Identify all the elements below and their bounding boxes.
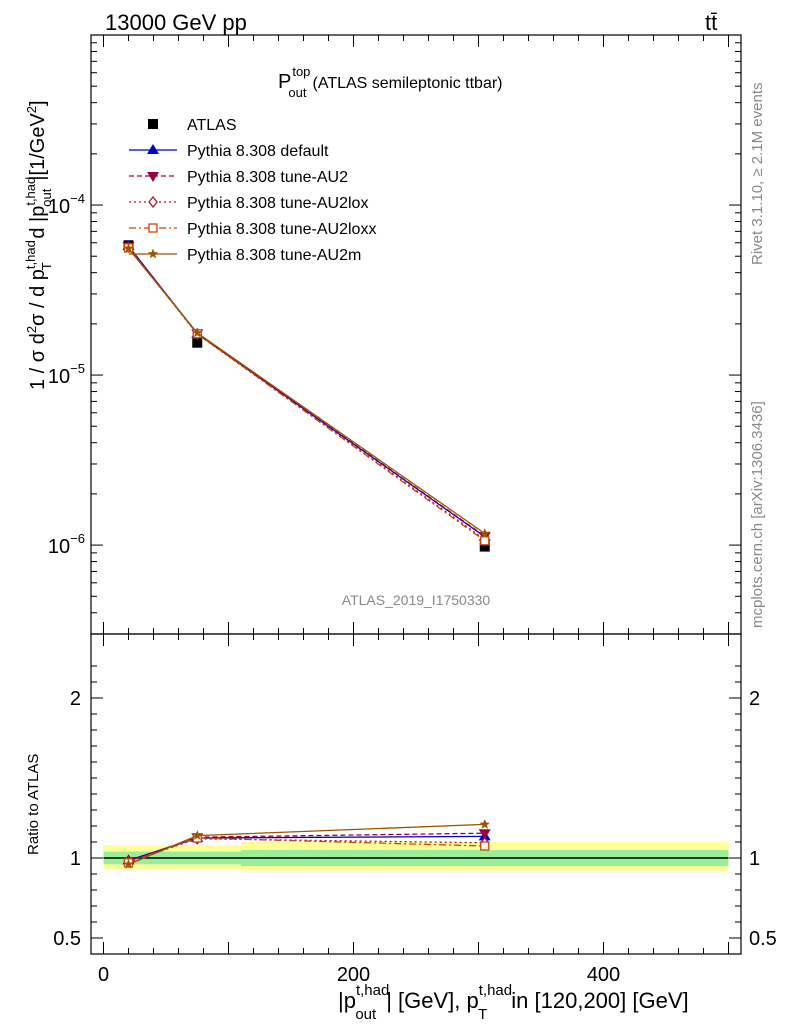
main-panel: 10−4 10−5 10−6 ATLAS Pythia 8.308 default Pyt… <box>48 34 742 635</box>
legend-entry: Pythia 8.308 tune-AU2m <box>129 247 361 264</box>
ratio-y-tick-label: 2 <box>70 688 81 710</box>
legend-marker <box>147 144 159 154</box>
main-y-axis-label: 1 / σ d2σ / d pt,hadT d |pt,hadout|[1/Ge… <box>23 100 54 390</box>
x-tick-label: 0 <box>98 964 109 986</box>
ratio-y-tick-label-right: 0.5 <box>749 928 777 950</box>
ratio-y-tick-label-right: 2 <box>749 688 760 710</box>
ratio-y-axis-label: Ratio to ATLAS <box>25 754 42 855</box>
legend-label: Pythia 8.308 tune-AU2 <box>187 169 348 186</box>
series-0-point <box>192 337 203 348</box>
ratio-series-1-point <box>478 829 491 840</box>
series-1-line <box>127 245 486 538</box>
legend-marker <box>148 119 158 129</box>
series-5-line <box>127 248 486 535</box>
ratio-series-3-point <box>480 841 490 851</box>
legend-entry: Pythia 8.308 tune-AU2lox <box>129 195 368 212</box>
mcplots-label: mcplots.cern.ch [arXiv:1306.3436] <box>749 401 766 628</box>
main-y-tick-label: 10−4 <box>48 191 85 218</box>
main-y-tick-label: 10−6 <box>48 531 85 558</box>
ratio-panel: 0 200 400 0.5 0.5 1 1 2 2 <box>53 633 777 986</box>
main-y-tick-label: 10−5 <box>48 361 85 388</box>
legend-entry: ATLAS <box>148 117 237 134</box>
series-5-point <box>479 528 490 538</box>
legend-marker <box>147 172 159 182</box>
ratio-y-tick-label-right: 1 <box>749 848 760 870</box>
legend-entry: Pythia 8.308 default <box>129 143 329 160</box>
legend-marker <box>148 195 158 209</box>
chart-title: Ptop out(ATLAS semileptonic ttbar) <box>278 64 503 100</box>
ratio-series-4-point <box>123 858 134 869</box>
series-5-point <box>192 327 203 338</box>
ratio-series-4-point <box>192 830 203 840</box>
legend-label: ATLAS <box>187 117 237 134</box>
series-5-point <box>123 243 134 253</box>
x-tick-label: 400 <box>587 964 620 986</box>
ratio-frame <box>90 633 742 955</box>
legend-marker <box>148 223 158 233</box>
svg-text:1 / σ d2σ / d pt,hadT d |pt,ha: 1 / σ d2σ / d pt,hadT d |pt,hadout|[1/Ge… <box>23 100 54 390</box>
ratio-series-4-point <box>479 818 490 829</box>
legend-label: Pythia 8.308 tune-AU2loxx <box>187 221 376 238</box>
legend-entry: Pythia 8.308 tune-AU2loxx <box>129 221 376 238</box>
ratio-y-tick-label: 1 <box>70 848 81 870</box>
legend-label: Pythia 8.308 default <box>187 143 329 160</box>
energy-label: 13000 GeV pp <box>105 10 247 35</box>
process-label: tt̄ <box>705 10 717 35</box>
series-4-point <box>480 536 490 546</box>
x-axis-label: |pt,had out| [GeV], pt,had Tin [120,200] [… <box>338 982 689 1023</box>
legend-entry: Pythia 8.308 tune-AU2 <box>129 169 348 186</box>
ratio-y-tick-label: 0.5 <box>53 928 81 950</box>
series-0-point <box>479 541 490 552</box>
legend-marker <box>147 248 159 259</box>
analysis-watermark: ATLAS_2019_I1750330 <box>342 592 491 608</box>
legend-label: Pythia 8.308 tune-AU2lox <box>187 195 368 212</box>
x-tick-label: 200 <box>337 964 370 986</box>
series-2-line <box>127 246 486 537</box>
rivet-label: Rivet 3.1.10, ≥ 2.1M events <box>749 83 766 266</box>
legend-label: Pythia 8.308 tune-AU2m <box>187 247 361 264</box>
